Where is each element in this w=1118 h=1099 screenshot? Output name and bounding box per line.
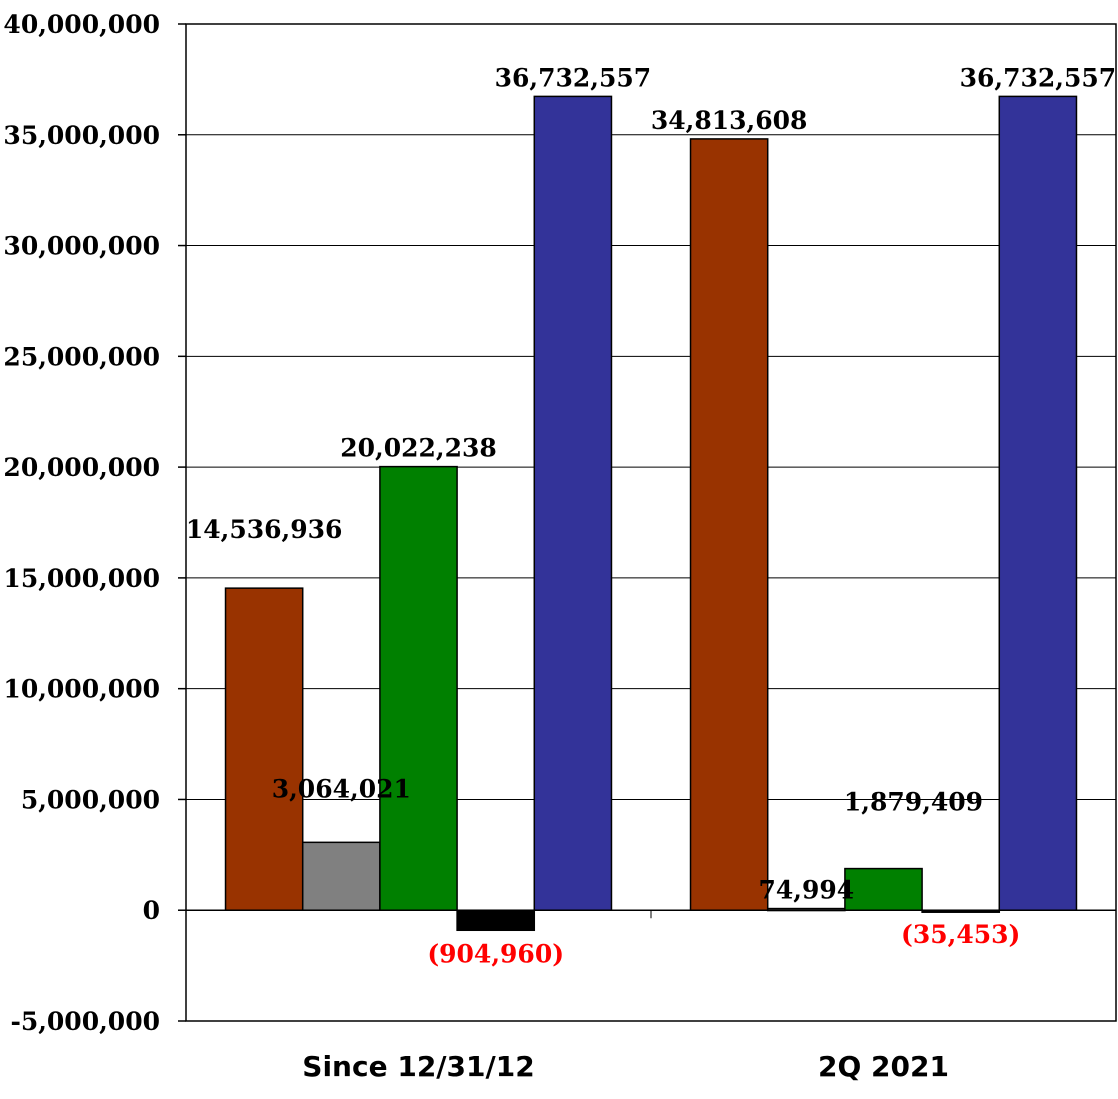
data-label: 74,994: [758, 876, 854, 905]
y-tick-label: 30,000,000: [3, 232, 160, 261]
data-label: (35,453): [901, 920, 1020, 949]
bar: [301, 841, 381, 911]
y-tick-label: 35,000,000: [3, 121, 160, 150]
x-category-label: Since 12/31/12: [302, 1050, 534, 1083]
bar: [689, 138, 769, 911]
bar: [379, 465, 458, 911]
bar: [844, 867, 923, 911]
data-label: 36,732,557: [960, 63, 1117, 92]
data-label: 3,064,021: [272, 774, 411, 803]
bars: [224, 95, 1078, 932]
bar: [456, 909, 536, 932]
data-label: 14,536,936: [186, 515, 343, 544]
y-tick-label: 15,000,000: [3, 564, 160, 593]
data-labels: 14,536,936 3,064,021 20,022,238 (904,960) 36…: [186, 63, 1116, 968]
y-tick-label: 20,000,000: [3, 453, 160, 482]
data-label: (904,960): [427, 939, 564, 968]
y-tick-label: 5,000,000: [21, 785, 160, 814]
plot-frame: [185, 23, 1117, 1022]
bar: [224, 587, 304, 911]
x-category-label: 2Q 2021: [818, 1050, 949, 1083]
y-tick-label: 10,000,000: [3, 675, 160, 704]
bar: [998, 95, 1078, 911]
y-tick-label: 0: [143, 896, 160, 925]
y-tick-label: -5,000,000: [10, 1007, 160, 1036]
bar: [533, 95, 613, 911]
y-tick-label: 40,000,000: [3, 10, 160, 39]
data-label: 34,813,608: [651, 106, 808, 135]
y-tick-label: 25,000,000: [3, 342, 160, 371]
data-label: 36,732,557: [495, 63, 652, 92]
axes: -5,000,000 0 5,000,000 10,000,000 15,000,000…: [3, 10, 1117, 1083]
data-label: 20,022,238: [340, 434, 497, 463]
data-label: 1,879,409: [844, 788, 983, 817]
gridlines: [186, 134, 1116, 800]
